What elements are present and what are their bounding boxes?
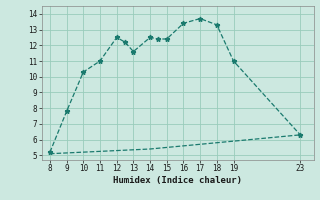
X-axis label: Humidex (Indice chaleur): Humidex (Indice chaleur) [113,176,242,185]
